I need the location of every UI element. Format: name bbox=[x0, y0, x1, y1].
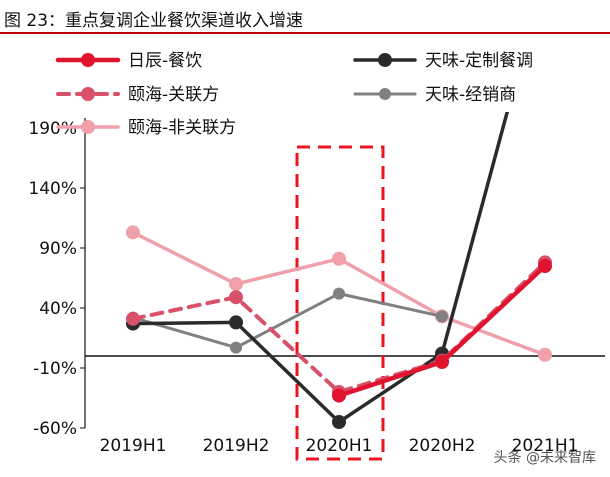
y-tick-label: -10% bbox=[33, 359, 77, 379]
y-tick-label: 90% bbox=[39, 239, 77, 259]
legend-swatch-marker bbox=[379, 88, 391, 100]
legend-swatch-marker bbox=[81, 53, 95, 67]
data-point-tianwei-distribution-2019h2 bbox=[230, 341, 242, 354]
series-yihai-related bbox=[126, 255, 552, 399]
series-line-rizhen bbox=[336, 263, 548, 398]
data-point-rizhen-2021h1 bbox=[538, 259, 552, 273]
data-point-yihai-nonrelated-2019h1 bbox=[126, 225, 140, 240]
y-tick-label: 40% bbox=[39, 299, 77, 319]
data-point-tianwei-distribution-2020h2 bbox=[436, 310, 448, 323]
series-line-yihai-related bbox=[131, 260, 547, 394]
y-tick-label: -60% bbox=[33, 419, 77, 439]
chart-axes bbox=[80, 118, 605, 429]
legend-swatch-marker bbox=[378, 53, 392, 67]
legend-item-rizhen: 日辰-餐饮 bbox=[55, 51, 202, 71]
data-point-yihai-related-2019h2 bbox=[229, 290, 243, 305]
y-tick-label: 190% bbox=[28, 119, 77, 139]
legend-swatch-marker bbox=[81, 87, 95, 101]
watermark: 头条 @未来智库 bbox=[493, 450, 596, 466]
x-tick-label-2019h1: 2019H1 bbox=[100, 436, 167, 456]
figure-title: 图 23：重点复调企业餐饮渠道收入增速 bbox=[4, 11, 304, 31]
x-tick-label-2020h2: 2020H2 bbox=[409, 436, 476, 456]
data-point-yihai-related-2019h1 bbox=[126, 311, 140, 326]
legend-item-tianwei-custom: 天味-定制餐调 bbox=[353, 51, 533, 71]
data-point-tianwei-custom-2019h2 bbox=[229, 315, 243, 330]
highlight-box bbox=[295, 145, 385, 461]
tick-labels: 190% 140% 90% 40% -10% -60% 2019H1 2019H2 2020H1… bbox=[28, 119, 578, 456]
data-point-tianwei-custom-2020h1 bbox=[332, 415, 346, 429]
x-tick-label-2021h1: 2021H1 bbox=[512, 436, 579, 456]
data-point-yihai-nonrelated-2021h1 bbox=[538, 347, 552, 362]
data-point-yihai-nonrelated-2020h1 bbox=[332, 251, 346, 266]
legend-label: 日辰-餐饮 bbox=[128, 51, 202, 71]
data-point-rizhen-2020h1 bbox=[332, 388, 346, 403]
series-rizhen bbox=[332, 259, 552, 403]
data-point-yihai-nonrelated-2019h2 bbox=[229, 277, 243, 291]
data-point-tianwei-distribution-2020h1 bbox=[333, 287, 345, 300]
highlight-box-2020h1 bbox=[295, 145, 385, 461]
legend-item-yihai-related: 颐海-关联方 bbox=[56, 85, 219, 105]
legend-label: 颐海-非关联方 bbox=[128, 118, 236, 138]
x-tick-label-2020h1: 2020H1 bbox=[306, 436, 373, 456]
series-line-tianwei-distribution bbox=[131, 292, 444, 350]
legend-item-tianwei-distribution: 天味-经销商 bbox=[353, 85, 516, 105]
title-divider bbox=[0, 32, 610, 34]
legend-label: 天味-经销商 bbox=[425, 85, 516, 105]
legend-label: 天味-定制餐调 bbox=[425, 51, 533, 71]
legend-label: 颐海-关联方 bbox=[128, 85, 219, 105]
data-point-rizhen-2020h2 bbox=[435, 355, 449, 369]
y-tick-label: 140% bbox=[28, 179, 77, 199]
legend-swatch-marker bbox=[81, 120, 95, 134]
legend-item-yihai-nonrelated: 颐海-非关联方 bbox=[56, 118, 236, 138]
series-layer bbox=[126, 112, 552, 429]
x-tick-label-2019h2: 2019H2 bbox=[203, 436, 270, 456]
